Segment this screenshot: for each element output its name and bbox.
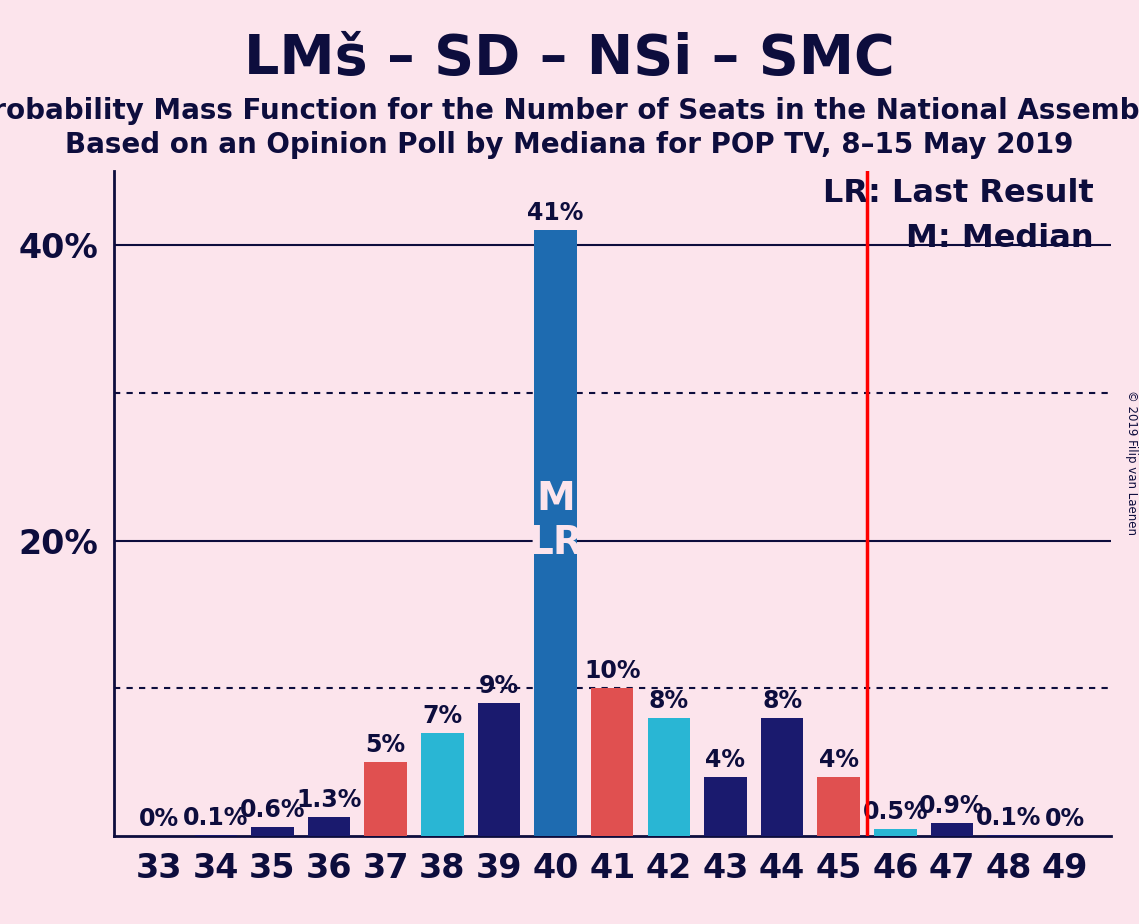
Text: 4%: 4% xyxy=(819,748,859,772)
Text: 0.5%: 0.5% xyxy=(862,799,928,823)
Text: M: Median: M: Median xyxy=(906,223,1093,254)
Bar xyxy=(477,703,521,836)
Text: 1.3%: 1.3% xyxy=(296,788,362,812)
Text: 7%: 7% xyxy=(423,703,462,727)
Bar xyxy=(874,829,917,836)
Bar xyxy=(534,230,576,836)
Bar xyxy=(648,718,690,836)
Text: 0.6%: 0.6% xyxy=(239,798,305,822)
Text: 0.1%: 0.1% xyxy=(183,806,248,830)
Text: 4%: 4% xyxy=(705,748,745,772)
Bar xyxy=(252,827,294,836)
Text: 8%: 8% xyxy=(762,688,802,712)
Bar xyxy=(591,688,633,836)
Bar xyxy=(931,823,973,836)
Bar xyxy=(421,733,464,836)
Bar xyxy=(308,817,351,836)
Bar xyxy=(988,834,1030,836)
Text: 10%: 10% xyxy=(584,659,640,683)
Text: 0%: 0% xyxy=(139,807,179,831)
Text: Based on an Opinion Poll by Mediana for POP TV, 8–15 May 2019: Based on an Opinion Poll by Mediana for … xyxy=(65,131,1074,159)
Bar xyxy=(195,834,237,836)
Text: LMš – SD – NSi – SMC: LMš – SD – NSi – SMC xyxy=(244,32,895,86)
Text: 9%: 9% xyxy=(478,674,519,698)
Text: 41%: 41% xyxy=(527,201,584,225)
Text: 0%: 0% xyxy=(1046,807,1085,831)
Bar xyxy=(364,762,407,836)
Text: Probability Mass Function for the Number of Seats in the National Assembly: Probability Mass Function for the Number… xyxy=(0,97,1139,125)
Text: 5%: 5% xyxy=(366,733,405,757)
Text: M
LR: M LR xyxy=(528,480,583,562)
Text: LR: Last Result: LR: Last Result xyxy=(822,178,1093,210)
Bar xyxy=(761,718,803,836)
Bar xyxy=(818,777,860,836)
Text: © 2019 Filip van Laenen: © 2019 Filip van Laenen xyxy=(1124,390,1138,534)
Text: 0.9%: 0.9% xyxy=(919,794,985,818)
Bar xyxy=(704,777,747,836)
Text: 8%: 8% xyxy=(649,688,689,712)
Text: 0.1%: 0.1% xyxy=(976,806,1041,830)
